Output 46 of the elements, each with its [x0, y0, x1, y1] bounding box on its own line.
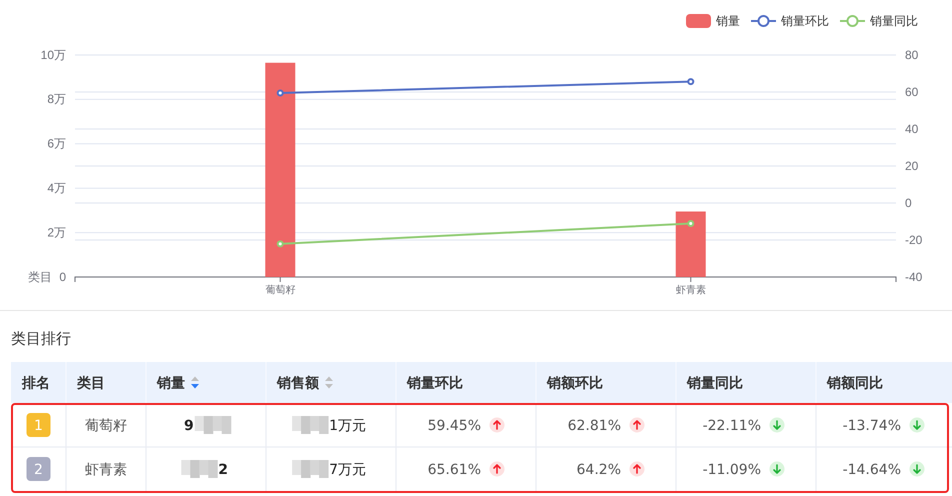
data-label: -11.09%	[702, 462, 761, 478]
text: 类目	[76, 375, 105, 392]
legend-label: 销量	[715, 14, 740, 28]
text: 销量同比	[686, 375, 743, 392]
y2-tick-label: -40	[905, 270, 923, 284]
y-tick-label: 8万	[47, 92, 66, 106]
point	[276, 240, 284, 248]
data-label: 7万元	[329, 462, 366, 478]
text: 销额同比	[826, 374, 883, 392]
data-label: -14.64%	[842, 462, 901, 478]
data-label: 1万元	[329, 418, 366, 434]
text: 销额环比	[546, 374, 603, 392]
data-label: 2	[34, 462, 43, 478]
y2-tick-label: -20	[905, 232, 923, 247]
y2-tick-label: 80	[905, 48, 919, 62]
legend-label: 销量环比	[780, 14, 829, 28]
point	[687, 220, 694, 228]
data-label: 62.81%	[568, 418, 621, 434]
category-label: 葡萄籽	[85, 418, 127, 434]
y-tick-label: 2万	[47, 225, 66, 240]
legend-label: 销量	[156, 375, 185, 392]
legend-label: 销量同比	[869, 14, 918, 28]
data-label: 64.2%	[576, 462, 621, 478]
text: 销量环比	[406, 375, 463, 392]
point	[687, 78, 694, 86]
data-label: -13.74%	[842, 418, 901, 434]
x-axis-title: 类目	[28, 270, 52, 284]
y2-tick-label: 60	[905, 84, 919, 99]
y-tick-label: 6万	[47, 136, 66, 151]
y-tick-label: 4万	[47, 181, 66, 196]
data-label: -22.11%	[702, 418, 761, 434]
legend-label: 销售额	[276, 374, 320, 392]
y2-tick-label: 20	[905, 158, 919, 173]
data-label: 9	[184, 418, 194, 434]
y2-tick-label: 40	[905, 122, 919, 136]
data-label: 2	[218, 462, 228, 478]
y-tick-label: 10万	[40, 48, 66, 62]
point	[276, 90, 284, 97]
text: 类目排行	[11, 329, 71, 348]
data-label: 1	[34, 418, 43, 434]
category-label: 虾青素	[85, 462, 127, 478]
y-tick-label: 0	[59, 270, 66, 284]
data-label: 59.45%	[428, 418, 481, 434]
series-label: 排名	[21, 375, 50, 392]
y2-tick-label: 0	[905, 196, 912, 210]
data-label: 65.61%	[428, 462, 481, 478]
